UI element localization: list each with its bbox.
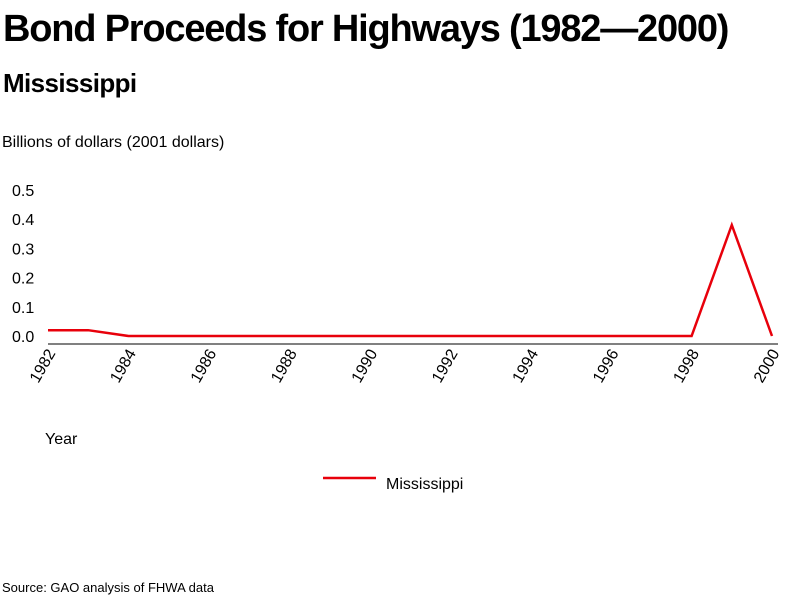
y-tick-label: 0.0 [12, 329, 34, 346]
chart-title: Bond Proceeds for Highways (1982—2000) [3, 8, 729, 50]
y-tick-label: 0.5 [12, 183, 34, 200]
x-tick-label: 1984 [107, 346, 140, 385]
y-tick-label: 0.4 [12, 212, 34, 229]
series-line [48, 221, 774, 338]
y-tick-label: 0.3 [12, 241, 34, 258]
x-tick-label: 1982 [27, 346, 60, 385]
x-tick-label: 1998 [671, 346, 704, 385]
x-tick-label: 2000 [751, 346, 784, 385]
x-tick-label: 1994 [510, 346, 543, 385]
x-tick-label: 1996 [590, 346, 623, 385]
legend-label: Mississippi [386, 476, 463, 493]
x-tick-label: 1992 [429, 346, 462, 385]
y-tick-label: 0.1 [12, 300, 34, 317]
y-axis-label: Billions of dollars (2001 dollars) [2, 134, 225, 151]
source-note: Source: GAO analysis of FHWA data [2, 580, 214, 595]
chart-subtitle: Mississippi [3, 68, 137, 98]
y-tick-label: 0.2 [12, 271, 34, 288]
x-tick-label: 1990 [349, 346, 382, 385]
x-tick-label: 1988 [268, 346, 301, 385]
x-axis-label: Year [45, 431, 78, 448]
x-tick-label: 1986 [188, 346, 221, 385]
